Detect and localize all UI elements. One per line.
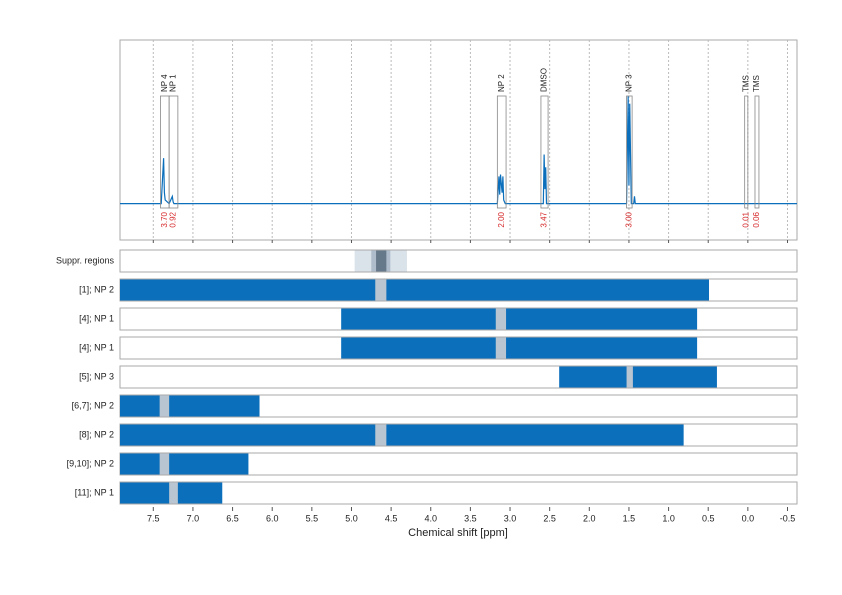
x-tick-label: -0.5 <box>780 513 796 523</box>
range-bar <box>120 424 684 446</box>
peak-integral: 0.06 <box>752 211 761 227</box>
x-tick-label: 3.0 <box>504 513 517 523</box>
range-gap <box>495 337 507 359</box>
peak-region <box>540 95 549 209</box>
suppression-band <box>376 250 387 272</box>
row-label: [11]; NP 1 <box>75 487 114 497</box>
range-gap <box>159 395 170 417</box>
x-axis-title: Chemical shift [ppm] <box>408 527 508 539</box>
x-tick-label: 4.0 <box>424 513 437 523</box>
peak-integral: 3.70 <box>160 211 169 227</box>
x-tick-label: 2.5 <box>543 513 556 523</box>
peak-label: NP 4 <box>160 74 169 92</box>
peak-region <box>754 95 760 209</box>
row-label: [6,7]; NP 2 <box>72 400 114 410</box>
row-label: [5]; NP 3 <box>79 371 114 381</box>
peak-integral: 2.00 <box>497 211 506 227</box>
peak-integral: 3.00 <box>624 211 633 227</box>
x-tick-label: 4.5 <box>385 513 398 523</box>
row-label: [9,10]; NP 2 <box>67 458 114 468</box>
peak-integral: 0.01 <box>741 211 750 227</box>
peak-integral: 0.92 <box>169 211 178 227</box>
range-gap <box>495 308 507 330</box>
row-label: Suppr. regions <box>56 255 115 265</box>
range-gap <box>169 482 178 504</box>
row-label: [8]; NP 2 <box>79 429 114 439</box>
peak-label: NP 2 <box>497 74 506 92</box>
peak-integral: 3.47 <box>540 211 549 227</box>
x-tick-label: 5.5 <box>306 513 319 523</box>
range-bar <box>341 308 698 330</box>
x-tick-label: 0.5 <box>702 513 715 523</box>
peak-label: TMS <box>741 75 750 92</box>
x-tick-label: 3.5 <box>464 513 477 523</box>
range-gap <box>159 453 170 475</box>
row-label: [4]; NP 1 <box>79 313 114 323</box>
peak-region <box>496 95 507 209</box>
row-label: [4]; NP 1 <box>79 342 114 352</box>
x-tick-label: 5.0 <box>345 513 358 523</box>
spectrum-frame <box>119 39 798 241</box>
peak-label: NP 1 <box>169 74 178 92</box>
peak-label: TMS <box>752 75 761 92</box>
range-bar <box>559 366 717 388</box>
peak-region <box>744 95 749 209</box>
range-bar <box>341 337 698 359</box>
range-bar <box>120 395 260 417</box>
peak-label: DMSO <box>540 68 549 92</box>
x-tick-label: 1.0 <box>662 513 675 523</box>
peak-label: NP 3 <box>624 74 633 92</box>
x-tick-label: 2.0 <box>583 513 596 523</box>
row-label: [1]; NP 2 <box>79 284 114 294</box>
x-tick-label: 0.0 <box>742 513 755 523</box>
x-tick-label: 1.5 <box>623 513 636 523</box>
range-gap <box>375 424 387 446</box>
range-gap <box>626 366 633 388</box>
x-tick-label: 7.0 <box>187 513 200 523</box>
range-bar <box>120 453 249 475</box>
x-tick-label: 6.5 <box>226 513 239 523</box>
row-frame <box>119 249 798 273</box>
range-bar <box>120 279 710 301</box>
range-gap <box>375 279 387 301</box>
x-tick-label: 7.5 <box>147 513 160 523</box>
x-tick-label: 6.0 <box>266 513 279 523</box>
spectrum-line <box>120 96 797 205</box>
peak-region <box>626 95 633 209</box>
peak-region <box>168 95 179 209</box>
